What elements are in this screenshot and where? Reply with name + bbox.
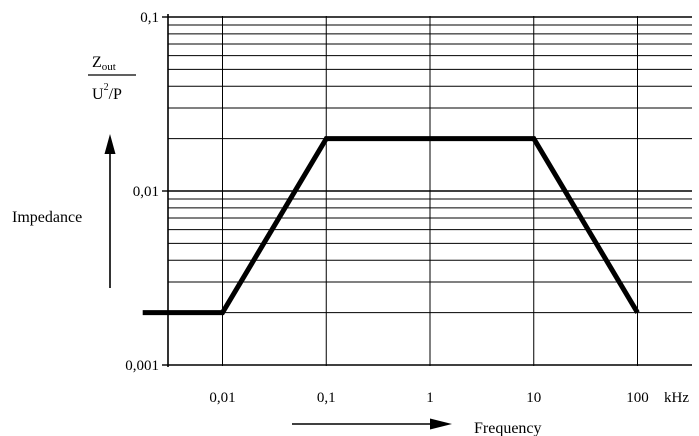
x-axis-unit: kHz — [664, 390, 689, 406]
fraction-denominator: U2/P — [92, 82, 122, 103]
x-tick-label: 0,01 — [209, 390, 235, 406]
grid-layer — [168, 16, 692, 366]
fraction-numerator: Zout — [92, 54, 116, 73]
axes-layer — [162, 14, 169, 367]
x-tick-label: 10 — [526, 390, 541, 406]
tick-label-layer: 0,1 0,01 0,001 0,01 0,1 1 10 100 — [125, 10, 649, 406]
y-axis-label: Impedance — [12, 209, 82, 226]
x-tick-label: 0,1 — [317, 390, 336, 406]
y-tick-label: 0,001 — [125, 358, 159, 374]
y-tick-label: 0,01 — [133, 184, 159, 200]
x-axis-arrow — [292, 418, 452, 430]
x-axis-label: Frequency — [474, 420, 542, 436]
x-tick-label: 1 — [426, 390, 434, 406]
y-axis-fraction-label: Zout U2/P — [88, 54, 136, 103]
impedance-series-line — [142, 136, 640, 316]
y-tick-label: 0,1 — [140, 10, 159, 26]
y-axis-arrow — [104, 134, 116, 288]
x-tick-label: 100 — [626, 390, 649, 406]
series-layer — [142, 136, 640, 316]
